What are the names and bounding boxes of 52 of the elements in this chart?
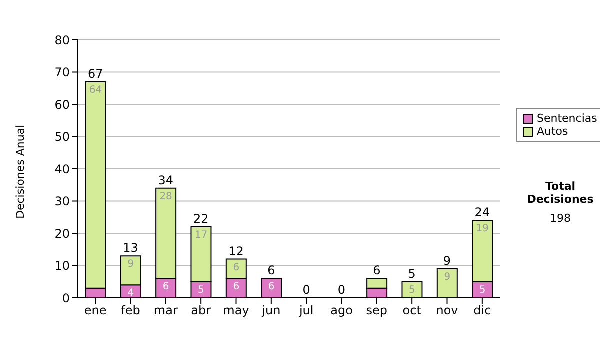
total-label: 12 <box>228 244 244 258</box>
total-label: 34 <box>158 173 174 188</box>
data-label: 6 <box>233 282 240 293</box>
total-label: 22 <box>193 212 209 226</box>
data-label: 6 <box>162 282 170 293</box>
y-tick-label: 50 <box>54 130 70 144</box>
data-label: 9 <box>444 272 451 283</box>
total-label: 13 <box>123 241 138 256</box>
y-tick-label: 40 <box>54 162 70 176</box>
x-tick-label: feb <box>121 304 140 318</box>
legend-label: Sentencias <box>537 112 598 125</box>
total-label: 6 <box>268 264 276 278</box>
data-label: 5 <box>409 284 416 296</box>
y-tick-label: 10 <box>54 259 70 274</box>
y-tick-label: 30 <box>54 194 70 209</box>
y-axis-title: Decisiones Anual <box>14 124 27 219</box>
y-tick-label: 0 <box>62 291 70 306</box>
legend-label: Autos <box>537 125 568 138</box>
data-label: 19 <box>476 224 489 235</box>
total-label: 24 <box>474 206 490 220</box>
text: 198 <box>549 212 572 225</box>
total-label: 6 <box>373 264 381 278</box>
data-label: 4 <box>128 288 134 300</box>
x-tick-label: nov <box>436 304 458 318</box>
x-tick-label: abr <box>191 304 212 318</box>
x-tick-label: ago <box>330 304 353 318</box>
y-tick-label: 80 <box>54 33 70 48</box>
data-label: 5 <box>479 284 486 296</box>
y-tick-label: 70 <box>54 66 70 80</box>
total-label: 67 <box>88 66 104 81</box>
data-label: 6 <box>233 262 240 274</box>
data-label: 6 <box>268 282 275 293</box>
total-label: 5 <box>408 266 416 281</box>
x-tick-label: oct <box>402 304 422 318</box>
y-tick-label: 60 <box>54 98 70 112</box>
x-tick-label: jul <box>298 304 314 318</box>
y-tick-label: 20 <box>54 226 70 241</box>
total-label: 0 <box>302 283 310 297</box>
x-tick-label: may <box>223 304 250 318</box>
x-tick-label: jun <box>261 304 281 318</box>
data-label: 5 <box>198 284 204 296</box>
data-label: 9 <box>128 259 134 270</box>
x-tick-label: ene <box>84 304 107 318</box>
data-label: 17 <box>194 230 208 242</box>
data-label: 28 <box>160 191 172 202</box>
data-label: 64 <box>89 84 102 96</box>
x-tick-label: mar <box>154 304 178 318</box>
total-label: 9 <box>443 254 452 268</box>
total-label: 0 <box>338 283 346 297</box>
x-tick-label: dic <box>474 304 492 318</box>
text: Total Decisiones <box>526 180 595 206</box>
x-tick-label: sep <box>366 304 388 318</box>
